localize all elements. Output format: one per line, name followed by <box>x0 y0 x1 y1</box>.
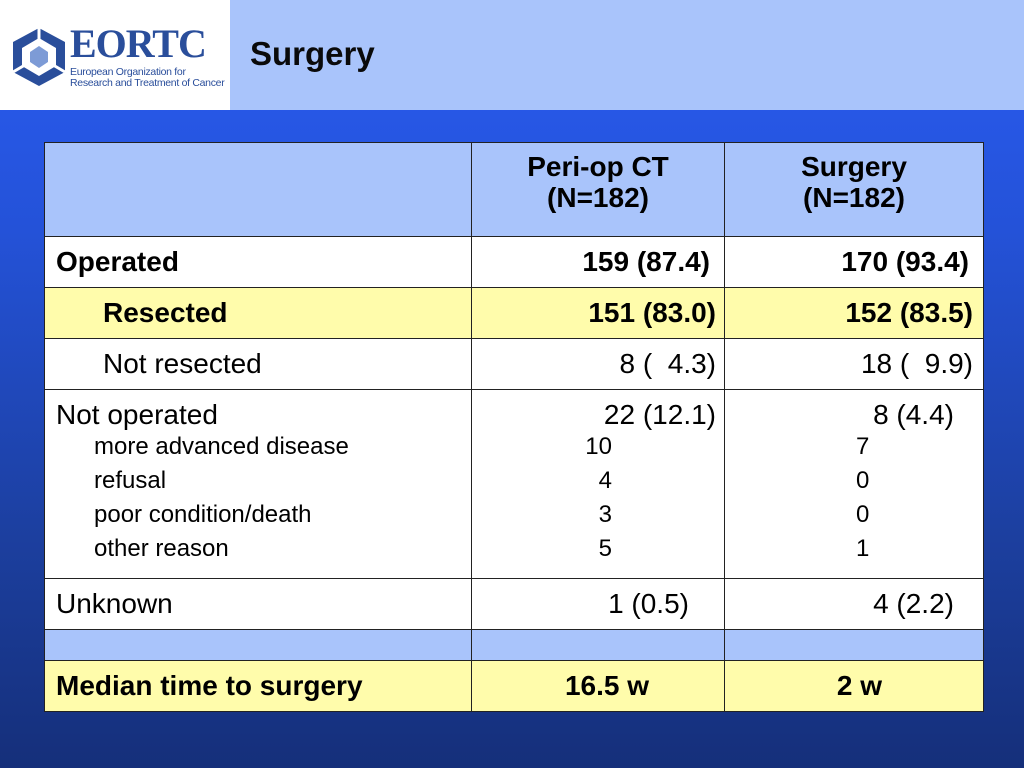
eortc-logo: EORTC European Organization for Research… <box>0 0 230 110</box>
row-label-median-time: Median time to surgery <box>56 670 363 701</box>
unknown-surgery-value: 4 (2.2) <box>873 588 954 619</box>
reason-label-refusal: refusal <box>94 467 167 494</box>
median-surgery-value: 2 w <box>836 670 882 701</box>
row-label-resected: Resected <box>103 297 228 328</box>
table-row-unknown: Unknown 1 (0.5) 4 (2.2) <box>44 578 984 630</box>
table-row-not-operated: Not operated more advanced disease refus… <box>44 389 984 579</box>
table-spacer-row <box>44 629 984 661</box>
row-label-not-operated: Not operated <box>56 399 218 430</box>
column-header-surgery-n: (N=182) <box>803 182 905 213</box>
surgery-table: Peri-op CT (N=182) Surgery (N=182) Opera… <box>44 142 984 712</box>
table-row-operated: Operated 159 (87.4) 170 (93.4) <box>44 236 984 288</box>
reason-poor-surgery: 0 <box>856 501 870 528</box>
operated-surgery-value: 170 (93.4) <box>841 246 969 277</box>
row-label-operated: Operated <box>56 246 179 277</box>
column-header-periop-n: (N=182) <box>547 182 649 213</box>
reason-refusal-surgery: 0 <box>856 467 870 494</box>
table-header-row: Peri-op CT (N=182) Surgery (N=182) <box>44 142 984 237</box>
column-header-surgery: Surgery (N=182) <box>724 142 984 237</box>
reason-refusal-periop: 4 <box>598 467 612 494</box>
reason-other-surgery: 1 <box>856 535 870 562</box>
row-label-not-resected: Not resected <box>103 348 262 379</box>
reason-poor-periop: 3 <box>598 501 612 528</box>
reason-advanced-surgery: 7 <box>856 433 870 460</box>
table-row-median-time: Median time to surgery 16.5 w 2 w <box>44 660 984 712</box>
operated-periop-value: 159 (87.4) <box>582 246 710 277</box>
logo-wordmark: EORTC <box>70 21 207 66</box>
not-resected-periop-value: 8 ( 4.3) <box>619 348 716 379</box>
resected-periop-value: 151 (83.0) <box>588 297 716 328</box>
not-operated-surgery-value: 8 (4.4) <box>873 399 954 430</box>
row-label-unknown: Unknown <box>56 588 173 619</box>
table-row-not-resected: Not resected 8 ( 4.3) 18 ( 9.9) <box>44 338 984 390</box>
reason-advanced-periop: 10 <box>585 433 612 460</box>
not-operated-periop-value: 22 (12.1) <box>603 399 716 430</box>
header-band: EORTC European Organization for Research… <box>0 0 1024 110</box>
logo-subtitle: European Organization for Research and T… <box>70 66 225 89</box>
resected-surgery-value: 152 (83.5) <box>845 297 973 328</box>
column-header-surgery-name: Surgery <box>801 151 907 182</box>
reason-label-poor-condition: poor condition/death <box>94 501 312 528</box>
page-title: Surgery <box>250 35 375 72</box>
table-row-resected: Resected 151 (83.0) 152 (83.5) <box>44 287 984 339</box>
reason-other-periop: 5 <box>598 535 612 562</box>
eortc-hexagon-icon <box>12 28 66 86</box>
header-empty-cell <box>44 142 472 237</box>
reason-label-other: other reason <box>94 535 229 562</box>
column-header-periop: Peri-op CT (N=182) <box>471 142 725 237</box>
unknown-periop-value: 1 (0.5) <box>608 588 689 619</box>
median-periop-value: 16.5 w <box>564 670 649 701</box>
not-resected-surgery-value: 18 ( 9.9) <box>860 348 973 379</box>
reason-label-advanced-disease: more advanced disease <box>94 433 349 460</box>
column-header-periop-name: Peri-op CT <box>527 151 669 182</box>
